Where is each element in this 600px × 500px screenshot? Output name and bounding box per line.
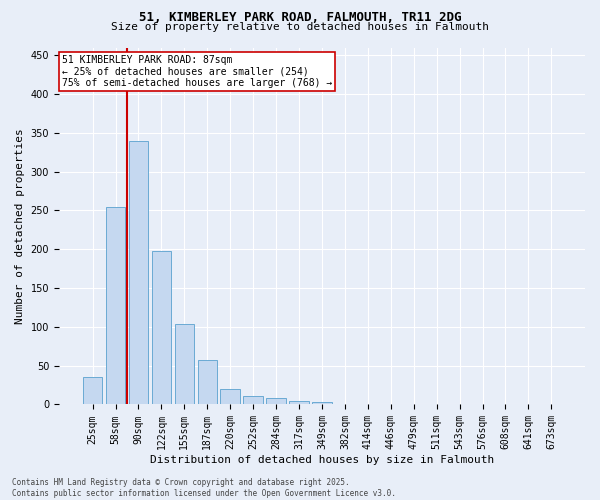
Y-axis label: Number of detached properties: Number of detached properties <box>15 128 25 324</box>
Bar <box>244 396 263 404</box>
Text: Size of property relative to detached houses in Falmouth: Size of property relative to detached ho… <box>111 22 489 32</box>
Bar <box>312 402 332 404</box>
Bar <box>106 206 125 404</box>
Text: 51 KIMBERLEY PARK ROAD: 87sqm
← 25% of detached houses are smaller (254)
75% of : 51 KIMBERLEY PARK ROAD: 87sqm ← 25% of d… <box>62 54 332 88</box>
Bar <box>266 398 286 404</box>
Bar <box>152 251 171 404</box>
Bar <box>289 400 309 404</box>
Bar <box>83 378 103 404</box>
Text: 51, KIMBERLEY PARK ROAD, FALMOUTH, TR11 2DG: 51, KIMBERLEY PARK ROAD, FALMOUTH, TR11 … <box>139 11 461 24</box>
Bar <box>128 140 148 404</box>
Bar <box>197 360 217 405</box>
X-axis label: Distribution of detached houses by size in Falmouth: Distribution of detached houses by size … <box>150 455 494 465</box>
Text: Contains HM Land Registry data © Crown copyright and database right 2025.
Contai: Contains HM Land Registry data © Crown c… <box>12 478 396 498</box>
Bar <box>175 324 194 404</box>
Bar <box>220 389 240 404</box>
